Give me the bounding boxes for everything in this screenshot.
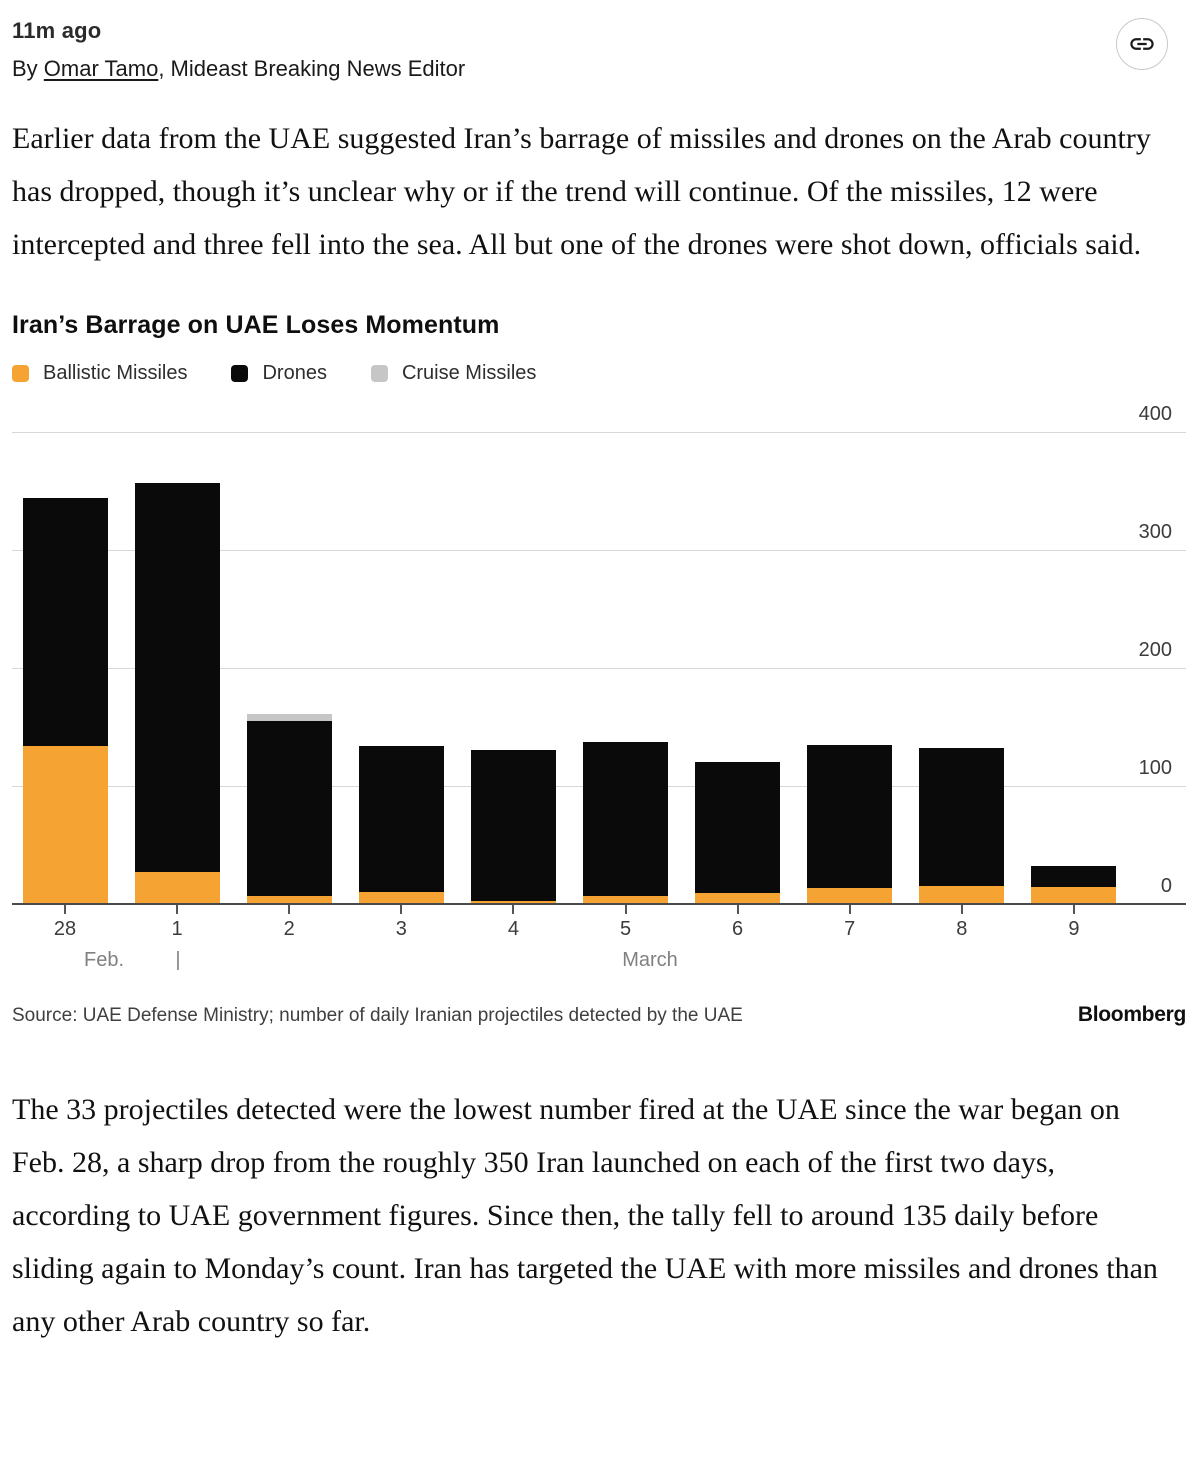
bar-8-ballistic-missiles — [919, 886, 1005, 905]
byline-prefix: By — [12, 56, 44, 81]
post-header: 11m ago By Omar Tamo, Mideast Breaking N… — [12, 18, 1186, 82]
bar-2-ballistic-missiles — [246, 895, 332, 905]
bar-6-drones — [695, 762, 781, 894]
x-axis-tick — [176, 905, 179, 914]
author-link[interactable]: Omar Tamo — [43, 56, 159, 81]
bar-5-ballistic-missiles — [583, 895, 668, 905]
x-axis-tick — [1072, 905, 1075, 914]
byline-role: , Mideast Breaking News Editor — [158, 56, 466, 81]
y-gridline — [12, 432, 1186, 433]
x-axis-tick — [624, 905, 627, 914]
y-axis-tick-label: 0 — [1160, 875, 1172, 897]
copy-link-button[interactable] — [1116, 18, 1168, 70]
x-axis-tick-label: 28 — [53, 918, 77, 940]
x-axis-tick-label: 2 — [283, 918, 295, 940]
bar-9-drones — [1031, 866, 1117, 888]
x-axis-tick — [736, 905, 739, 914]
bar-28-ballistic-missiles — [22, 745, 108, 905]
link-icon — [1128, 30, 1156, 58]
legend-swatch-ballistic-missiles-icon — [12, 365, 29, 382]
chart-title: Iran’s Barrage on UAE Loses Momentum — [12, 311, 500, 339]
bar-8-drones — [919, 748, 1005, 887]
legend-label: Ballistic Missiles — [43, 362, 188, 384]
x-axis-tick-label: 5 — [619, 918, 632, 940]
y-gridline — [12, 668, 1186, 669]
y-axis-tick-label: 200 — [1138, 639, 1172, 661]
bar-28-drones — [22, 497, 108, 746]
bar-6-ballistic-missiles — [695, 893, 781, 905]
x-axis-tick — [960, 905, 963, 914]
post-timestamp: 11m ago — [12, 18, 102, 43]
chart-legend: Ballistic Missiles Drones Cruise Missile… — [12, 362, 1186, 385]
legend-label: Drones — [262, 362, 327, 384]
x-axis-tick — [512, 905, 515, 914]
x-axis-tick — [848, 905, 851, 914]
x-axis-group-label: | — [175, 949, 181, 971]
chart-footer: Source: UAE Defense Ministry; number of … — [12, 1003, 1186, 1027]
bar-1-drones — [134, 482, 220, 872]
y-gridline — [12, 550, 1186, 551]
y-axis-tick-label: 100 — [1138, 757, 1172, 779]
chart-section: Iran’s Barrage on UAE Loses Momentum Bal… — [12, 311, 1186, 1027]
x-axis-tick — [64, 905, 66, 914]
bar-3-ballistic-missiles — [358, 892, 444, 905]
x-axis-group-label: Feb. — [83, 949, 125, 971]
x-axis-tick-label: 7 — [844, 918, 856, 940]
x-axis-group-label: March — [622, 949, 678, 971]
bar-2-cruise-missiles — [246, 713, 332, 721]
bar-2-drones — [246, 720, 332, 896]
legend-swatch-cruise-missiles-icon — [370, 365, 388, 382]
x-axis-tick — [400, 905, 403, 914]
x-axis-tick-label: 1 — [171, 918, 183, 940]
legend-item-ballistic-missiles: Ballistic Missiles — [12, 362, 187, 385]
legend-swatch-drones-icon — [231, 365, 249, 382]
bar-7-ballistic-missiles — [807, 888, 893, 905]
x-axis-tick-label: 8 — [956, 918, 968, 940]
legend-label: Cruise Missiles — [401, 362, 537, 384]
bar-7-drones — [807, 744, 893, 889]
article-paragraph-2: The 33 projectiles detected were the low… — [12, 1093, 1158, 1338]
article-paragraph-1: Earlier data from the UAE suggested Iran… — [12, 122, 1151, 261]
byline: By Omar Tamo, Mideast Breaking News Edit… — [12, 56, 1186, 82]
chart-x-axis: 28 1 2 3 4 5 6 7 8 9 Feb. | March — [12, 905, 1186, 977]
bar-9-ballistic-missiles — [1031, 887, 1117, 905]
y-axis-tick-label: 400 — [1138, 403, 1172, 425]
x-axis-tick-label: 9 — [1068, 918, 1080, 940]
x-axis-line — [12, 903, 1186, 905]
legend-item-drones: Drones — [231, 362, 327, 385]
chart-plot-area: 0 100 200 300 400 — [12, 403, 1186, 905]
chart-source: Source: UAE Defense Ministry; number of … — [12, 1005, 743, 1026]
y-axis-tick-label: 300 — [1138, 521, 1172, 543]
bar-4-drones — [470, 750, 556, 902]
x-axis-tick-label: 6 — [732, 918, 744, 940]
bar-5-drones — [583, 742, 668, 896]
x-axis-tick — [288, 905, 291, 914]
x-axis-tick-label: 4 — [507, 918, 519, 940]
bloomberg-logo: Bloomberg — [1077, 1003, 1186, 1026]
x-axis-tick-label: 3 — [395, 918, 407, 940]
legend-item-cruise-missiles: Cruise Missiles — [370, 362, 537, 385]
bar-3-drones — [358, 745, 444, 893]
bar-1-ballistic-missiles — [134, 871, 220, 905]
